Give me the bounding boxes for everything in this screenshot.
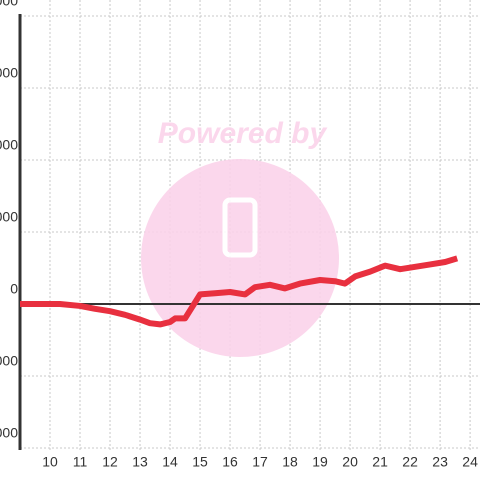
x-tick-label: 20 xyxy=(342,454,358,470)
x-tick-label: 23 xyxy=(432,454,448,470)
x-tick-label: 15 xyxy=(192,454,208,470)
x-tick-label: 19 xyxy=(312,454,328,470)
watermark-icon xyxy=(222,197,258,258)
watermark-circle xyxy=(141,159,339,357)
x-tick-label: 13 xyxy=(132,454,148,470)
x-tick-label: 14 xyxy=(162,454,178,470)
y-tick-label: 12,000 xyxy=(0,0,18,9)
y-tick-label: -6,000 xyxy=(0,425,18,441)
x-tick-label: 18 xyxy=(282,454,298,470)
x-tick-label: 24 xyxy=(462,454,478,470)
x-tick-label: 10 xyxy=(42,454,58,470)
x-tick-label: 11 xyxy=(73,454,88,470)
x-tick-label: 12 xyxy=(102,454,118,470)
data-line xyxy=(20,255,459,328)
x-tick-label: 17 xyxy=(252,454,268,470)
watermark-text: Powered by xyxy=(158,117,328,150)
y-tick-label: 3,000 xyxy=(0,209,18,225)
y-tick-label: 0 xyxy=(10,281,18,297)
x-tick-label: 22 xyxy=(402,454,418,470)
y-tick-label: 6,000 xyxy=(0,137,18,153)
y-tick-label: 9,000 xyxy=(0,65,18,81)
y-tick-label: -3,000 xyxy=(0,353,18,369)
x-tick-label: 16 xyxy=(222,454,238,470)
x-tick-label: 21 xyxy=(372,454,388,470)
